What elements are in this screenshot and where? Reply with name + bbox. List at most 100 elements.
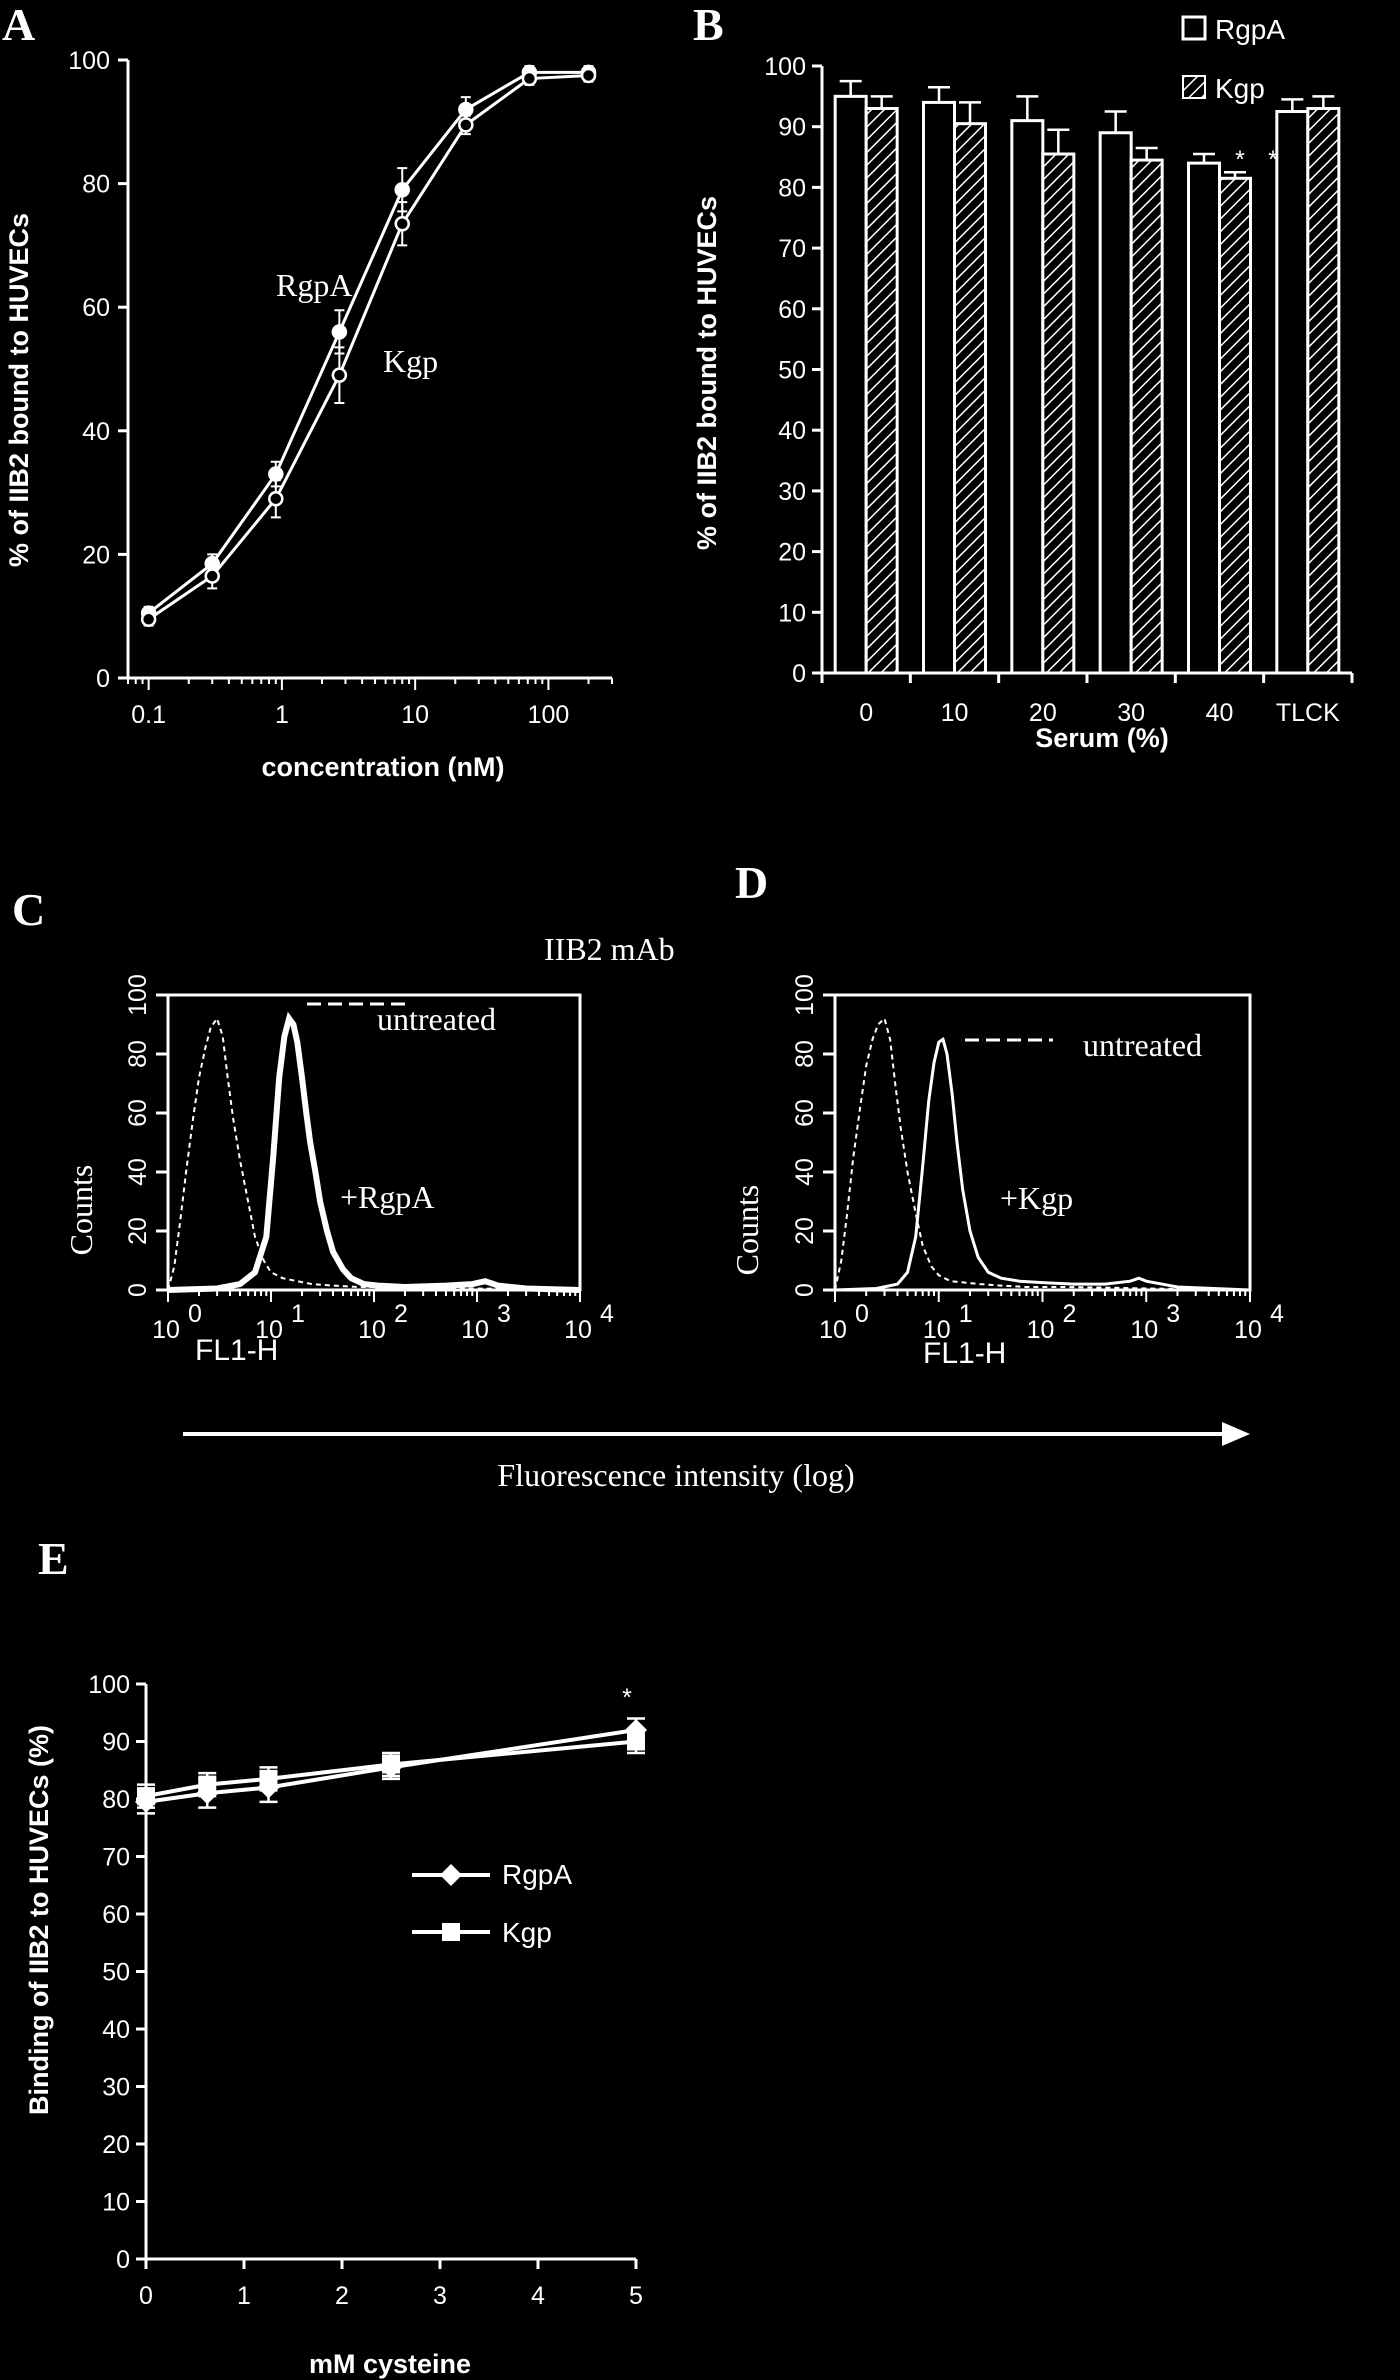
y-tick-label-e: 70 <box>102 1844 130 1872</box>
y-axis-label-e: Binding of IIB2 to HUVECs (%) <box>24 1725 54 2115</box>
y-tick-label-d: 0 <box>791 1283 819 1297</box>
y-tick-label-e: 80 <box>102 1786 130 1814</box>
data-point-kgp-a <box>140 611 157 628</box>
bar-kgp-30 <box>1129 158 1164 675</box>
y-tick-label-e: 40 <box>102 2016 130 2044</box>
legend-marker-kgp-e <box>442 1923 460 1941</box>
data-point-kgp-a <box>458 117 474 133</box>
error-bar-kgp-b <box>959 101 981 124</box>
annotation-rgpa-a: RgpA <box>276 267 352 303</box>
legend-label-rgpa-e: RgpA <box>502 1859 572 1890</box>
data-point-kgp-e <box>627 1732 645 1751</box>
annotation-untreated-c: untreated <box>377 1001 496 1037</box>
y-tick-label-b: 90 <box>778 114 806 142</box>
y-tick-label-d: 100 <box>791 974 819 1016</box>
histogram-rgpa-c <box>167 1011 581 1293</box>
y-tick-label-b: 10 <box>778 599 806 627</box>
x-tick-label-a: 10 <box>401 701 429 729</box>
legend-swatch-rgpa-b <box>1181 15 1207 41</box>
x-tick-label-e: 1 <box>237 2282 251 2310</box>
data-point-rgpa-a <box>458 101 474 118</box>
y-tick-label-c: 40 <box>124 1158 152 1186</box>
data-point-rgpa-a <box>331 324 348 340</box>
y-tick-label-b: 0 <box>792 660 806 688</box>
x-tick-label-c: 10 <box>152 1316 180 1344</box>
error-bar-kgp-b <box>1224 170 1246 179</box>
y-tick-label-b: 70 <box>778 235 806 263</box>
error-bar-rgpa-b <box>1281 98 1304 112</box>
y-tick-label-b: 30 <box>778 478 806 506</box>
significance-star-e: * <box>622 1684 632 1712</box>
y-tick-label-a: 20 <box>82 541 110 569</box>
x-tick-exponent-c: 4 <box>600 1300 614 1328</box>
error-bar-rgpa-b <box>928 85 950 103</box>
bar-rgpa-0 <box>833 94 868 675</box>
y-tick-label-d: 40 <box>791 1158 819 1186</box>
x-tick-label-c: 10 <box>461 1316 489 1344</box>
y-axis-label-d: Counts <box>729 1185 765 1276</box>
y-tick-label-b: 100 <box>764 53 806 81</box>
histogram-untreated-d <box>834 1016 1251 1291</box>
y-tick-label-c: 20 <box>124 1217 152 1245</box>
x-tick-label-b: 10 <box>941 699 969 727</box>
x-tick-exponent-c: 3 <box>497 1300 511 1328</box>
data-point-rgpa-a <box>268 466 284 482</box>
x-tick-label-c: 10 <box>255 1316 283 1344</box>
error-bar-rgpa-b <box>1016 95 1039 121</box>
y-tick-label-d: 60 <box>791 1099 819 1127</box>
x-tick-exponent-c: 0 <box>188 1300 202 1328</box>
panel-label-e: E <box>38 1533 69 1584</box>
error-bar-kgp-b <box>1135 146 1158 161</box>
x-tick-label-a: 1 <box>275 701 289 729</box>
x-tick-label-c: 10 <box>358 1316 386 1344</box>
y-tick-label-d: 80 <box>791 1040 819 1068</box>
bar-kgp-40 <box>1218 176 1252 675</box>
y-tick-label-e: 50 <box>102 1959 130 1987</box>
legend-swatch-kgp-b <box>1182 75 1206 99</box>
x-tick-exponent-d: 0 <box>855 1300 869 1328</box>
error-bar-rgpa-b <box>1104 110 1127 133</box>
y-tick-label-a: 100 <box>68 47 110 75</box>
y-tick-label-e: 30 <box>102 2074 130 2102</box>
error-bar-kgp-b <box>1312 95 1335 109</box>
legend-e: RgpA Kgp <box>412 1859 572 1948</box>
histogram-untreated-c <box>167 1016 581 1291</box>
data-point-kgp-e <box>259 1769 278 1788</box>
x-tick-exponent-d: 3 <box>1166 1300 1180 1328</box>
y-tick-label-e: 0 <box>116 2246 130 2274</box>
x-tick-exponent-d: 4 <box>1270 1300 1284 1328</box>
chart-title-c: IIB2 mAb <box>544 931 675 967</box>
legend-b: RgpA Kgp <box>1181 14 1285 104</box>
annotation-rgpa-c: +RgpA <box>340 1179 435 1215</box>
y-tick-label-b: 20 <box>778 539 806 567</box>
x-tick-label-b: TLCK <box>1276 699 1340 727</box>
y-tick-label-a: 60 <box>82 294 110 322</box>
x-tick-label-a: 100 <box>528 701 570 729</box>
x-tick-label-a: 0.1 <box>131 701 166 729</box>
error-bar-rgpa-b <box>839 79 862 97</box>
x-tick-label-b: 20 <box>1029 699 1057 727</box>
x-tick-label-d: 10 <box>1234 1316 1262 1344</box>
data-point-kgp-a <box>521 70 538 87</box>
x-tick-exponent-d: 2 <box>1063 1300 1077 1328</box>
error-bar-rgpa-b <box>1193 152 1215 164</box>
x-tick-label-e: 0 <box>139 2282 153 2310</box>
bar-kgp-20 <box>1041 152 1076 675</box>
chart-e: E 0 10 20 30 40 50 60 70 80 90 100 0 1 2 3 4 5 * RgpA Kg… <box>24 1533 647 2379</box>
data-point-kgp-a <box>580 67 597 84</box>
x-tick-label-e: 4 <box>531 2282 545 2310</box>
data-point-kgp-a <box>394 216 410 232</box>
y-tick-label-b: 60 <box>778 296 806 324</box>
y-tick-label-c: 0 <box>124 1283 152 1297</box>
data-point-kgp-a <box>204 568 220 584</box>
bar-rgpa-tlck <box>1275 110 1310 675</box>
x-tick-label-d: 10 <box>1027 1316 1055 1344</box>
bar-rgpa-30 <box>1098 131 1133 675</box>
annotation-kgp-a: Kgp <box>383 343 438 379</box>
x-tick-label-d: 10 <box>819 1316 847 1344</box>
error-bar-kgp-b <box>1047 128 1070 155</box>
annotation-untreated-d: untreated <box>1083 1027 1202 1063</box>
y-tick-label-b: 40 <box>778 417 806 445</box>
y-tick-label-a: 0 <box>96 665 110 693</box>
